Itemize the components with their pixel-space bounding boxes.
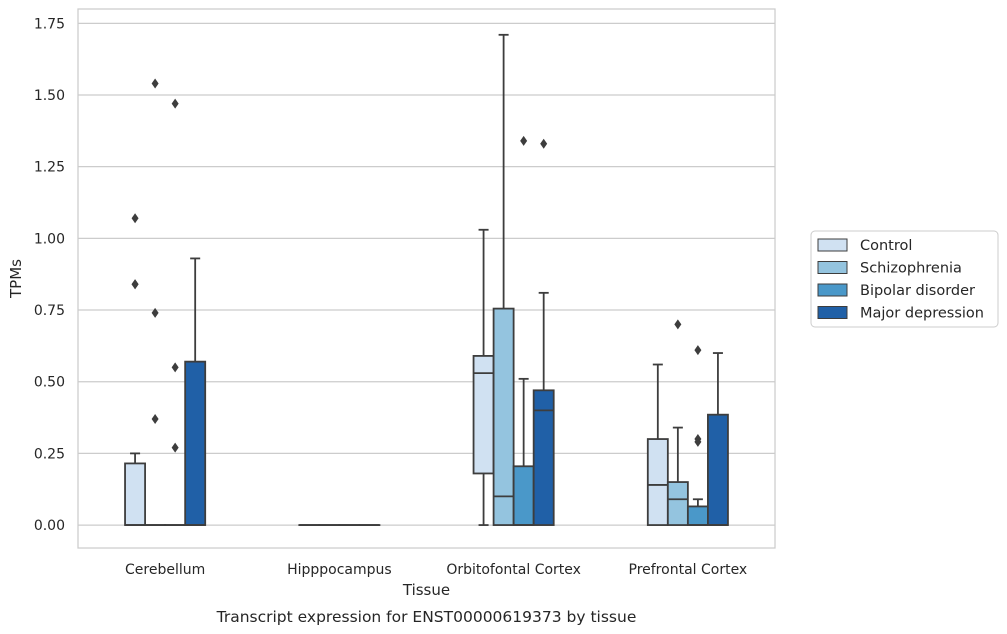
box-body [512, 465, 535, 526]
plot-area [78, 9, 775, 548]
y-tick-label: 0.00 [34, 518, 65, 534]
outlier-point [171, 98, 179, 109]
box-1-4 [184, 257, 207, 526]
outlier-point [674, 319, 682, 330]
outlier-point [540, 138, 548, 149]
legend-frame [810, 230, 999, 328]
box-3-2 [492, 33, 515, 526]
box-3-4 [532, 138, 555, 526]
x-tick-label: Cerebellum [125, 562, 205, 578]
box-4-3 [686, 345, 709, 526]
box-body [184, 360, 207, 526]
y-tick-labels: 0.00 0.25 0.50 0.75 1.00 1.25 1.50 1.75 [34, 16, 65, 534]
legend-swatch [817, 283, 848, 297]
box-4-4 [707, 352, 729, 526]
box-body [124, 462, 146, 526]
y-tick-label: 1.50 [34, 88, 65, 104]
y-tick-label: 1.75 [34, 16, 65, 32]
y-tick-label: 1.25 [34, 160, 65, 176]
outlier-point [520, 135, 528, 146]
x-tick-label: Prefrontal Cortex [629, 562, 748, 578]
plot-frame [77, 8, 776, 549]
box-3-1 [472, 228, 495, 526]
legend-label: Control [860, 238, 912, 254]
box-body [707, 413, 729, 526]
x-tick-label: Hipppocampus [287, 562, 392, 578]
box-4-2 [666, 319, 689, 526]
box-1-1 [124, 213, 146, 526]
y-tick-label: 1.00 [34, 231, 65, 247]
x-axis-label: Tissue [402, 581, 450, 599]
boxes-layer [124, 33, 729, 526]
outlier-point [694, 436, 702, 447]
legend: Control Schizophrenia Bipolar disorder Majo… [810, 230, 999, 328]
legend-label: Schizophrenia [860, 261, 962, 277]
outlier-point [151, 307, 159, 318]
outlier-point [131, 213, 139, 224]
box-body [666, 481, 689, 526]
box-3-3 [512, 135, 535, 526]
y-tick-label: 0.75 [34, 303, 65, 319]
x-tick-labels: Cerebellum Hipppocampus Orbitofontal Corte… [125, 562, 747, 578]
legend-swatch [817, 306, 848, 319]
box-body [686, 505, 709, 526]
y-axis-label: TPMs [7, 259, 25, 299]
box-4-1 [646, 363, 669, 526]
legend-swatch [817, 238, 848, 252]
outlier-point [131, 279, 139, 290]
legend-label: Bipolar disorder [860, 283, 975, 299]
y-tick-label: 0.25 [34, 446, 65, 462]
outlier-point [151, 413, 159, 424]
box-body [532, 389, 555, 526]
legend-swatch [817, 261, 848, 274]
y-tick-label: 0.50 [34, 375, 65, 391]
x-tick-label: Orbitofontal Cortex [446, 562, 581, 578]
outlier-point [694, 345, 702, 356]
figure-caption: Transcript expression for ENST0000061937… [216, 608, 637, 626]
legend-label: Major depression [860, 306, 984, 322]
box-body [646, 438, 669, 526]
outlier-point [171, 442, 179, 453]
box-body [492, 307, 515, 526]
outlier-point [151, 78, 159, 89]
outlier-point [171, 362, 179, 373]
